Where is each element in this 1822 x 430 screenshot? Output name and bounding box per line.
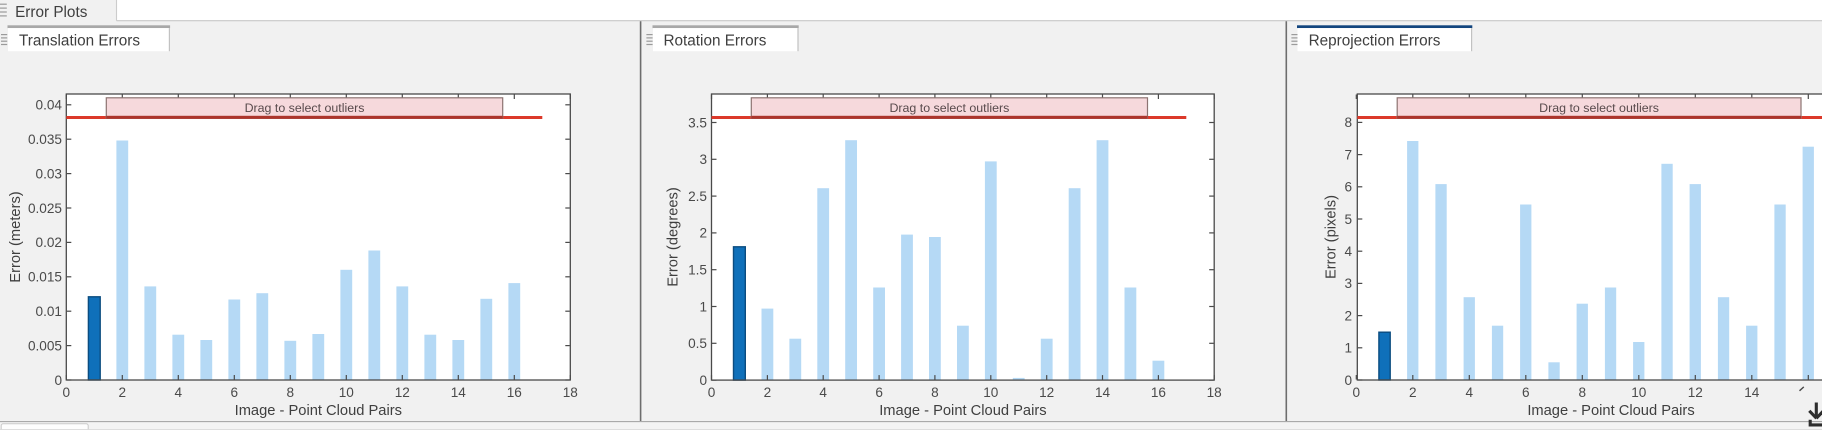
svg-text:18: 18 [1207,385,1222,400]
svg-text:4: 4 [175,385,183,400]
svg-text:16: 16 [507,385,522,400]
svg-text:14: 14 [451,385,467,400]
svg-text:12: 12 [1039,385,1054,400]
svg-text:8: 8 [1579,385,1587,400]
svg-text:3: 3 [1344,276,1352,291]
svg-text:0: 0 [54,373,62,388]
svg-text:1.5: 1.5 [688,263,707,278]
svg-text:4: 4 [819,385,827,400]
svg-text:2: 2 [1409,385,1417,400]
svg-text:Error Plots: Error Plots [15,4,88,21]
svg-text:18: 18 [563,385,578,400]
svg-text:0.03: 0.03 [36,166,62,181]
svg-text:0.015: 0.015 [28,270,62,285]
svg-text:Drag to select outliers: Drag to select outliers [245,101,365,115]
svg-text:Error (pixels): Error (pixels) [1324,195,1340,279]
svg-text:0: 0 [1353,385,1361,400]
svg-text:Image - Point Cloud Pairs: Image - Point Cloud Pairs [879,403,1046,419]
svg-text:Reprojection Errors: Reprojection Errors [1309,32,1441,49]
svg-text:0: 0 [1344,373,1352,388]
svg-text:4: 4 [1466,385,1474,400]
svg-text:16: 16 [1151,385,1166,400]
svg-text:5: 5 [1344,212,1352,227]
svg-text:3: 3 [699,152,707,167]
svg-text:14: 14 [1744,385,1760,400]
svg-text:Image - Point Cloud Pairs: Image - Point Cloud Pairs [235,403,402,419]
svg-text:6: 6 [875,385,883,400]
svg-text:4: 4 [1344,244,1352,259]
svg-text:2: 2 [764,385,772,400]
svg-text:8: 8 [1344,115,1352,130]
svg-text:2: 2 [699,226,707,241]
svg-text:12: 12 [1688,385,1703,400]
svg-text:Drag to select outliers: Drag to select outliers [1539,101,1659,115]
svg-text:0.025: 0.025 [28,201,62,216]
svg-text:12: 12 [395,385,410,400]
svg-text:0: 0 [708,385,716,400]
svg-text:Error (meters): Error (meters) [8,191,24,282]
svg-text:6: 6 [1344,180,1352,195]
svg-text:0: 0 [699,373,707,388]
svg-text:0.035: 0.035 [28,132,62,147]
svg-text:8: 8 [287,385,295,400]
svg-text:Translation Errors: Translation Errors [19,32,140,49]
svg-text:0.02: 0.02 [36,235,62,250]
svg-text:Image - Point Cloud Pairs: Image - Point Cloud Pairs [1527,403,1694,419]
svg-text:2: 2 [1344,308,1352,323]
svg-text:1: 1 [1344,341,1352,356]
svg-text:1: 1 [699,299,707,314]
svg-text:0.04: 0.04 [36,98,63,113]
svg-text:0: 0 [63,385,71,400]
svg-text:0.005: 0.005 [28,338,62,353]
svg-text:0.5: 0.5 [688,336,707,351]
svg-text:Drag to select outliers: Drag to select outliers [889,101,1009,115]
svg-text:6: 6 [1522,385,1530,400]
svg-text:6: 6 [231,385,239,400]
svg-text:10: 10 [339,385,355,400]
svg-text:3.5: 3.5 [688,115,707,130]
svg-text:2.5: 2.5 [688,189,707,204]
svg-text:Rotation Errors: Rotation Errors [664,32,767,49]
svg-text:10: 10 [1631,385,1647,400]
svg-text:7: 7 [1344,147,1352,162]
svg-text:8: 8 [931,385,939,400]
svg-text:2: 2 [119,385,127,400]
svg-text:0.01: 0.01 [36,304,62,319]
svg-text:14: 14 [1095,385,1111,400]
svg-text:Error (degrees): Error (degrees) [666,187,682,287]
svg-text:10: 10 [983,385,999,400]
